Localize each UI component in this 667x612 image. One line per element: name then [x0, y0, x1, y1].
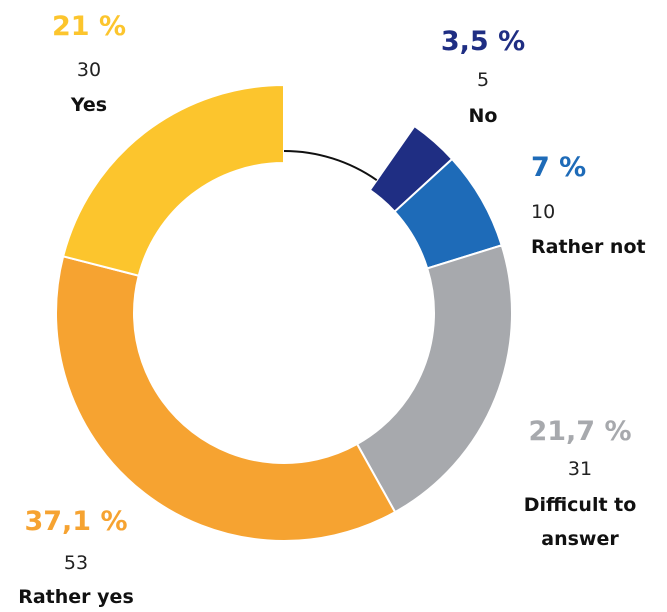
slice-percent: 3,5 % — [441, 26, 525, 57]
slice-difficult-to-answer — [355, 244, 513, 514]
donut-slices — [55, 83, 513, 542]
slice-label-rather-yes: 37,1 % 53 Rather yes — [18, 506, 134, 608]
slice-count: 30 — [77, 59, 101, 81]
slice-count: 53 — [64, 552, 88, 574]
slice-label-difficult-to-answer: 21,7 % 31 Difficult to answer — [524, 416, 637, 550]
slice-percent: 7 % — [531, 152, 586, 183]
slice-percent: 21,7 % — [528, 416, 631, 447]
slice-percent: 37,1 % — [24, 506, 127, 537]
slice-count: 10 — [531, 201, 555, 223]
slice-label-no: 3,5 % 5 No — [441, 26, 525, 127]
slice-count: 5 — [477, 69, 489, 91]
slice-rather-yes — [55, 255, 397, 542]
slice-label: Rather not — [531, 236, 646, 258]
slice-label: No — [469, 105, 498, 127]
slice-percent: 21 % — [52, 11, 126, 42]
slice-yes — [61, 83, 285, 277]
slice-label-rather-not: 7 % 10 Rather not — [531, 152, 646, 258]
slice-label: Rather yes — [18, 586, 134, 608]
slice-count: 31 — [568, 458, 592, 480]
slice-label: Difficult to answer — [524, 494, 637, 550]
slice-label-yes: 21 % 30 Yes — [52, 11, 126, 116]
unshaded-arc-line — [283, 150, 378, 181]
slice-label: Yes — [70, 94, 107, 116]
